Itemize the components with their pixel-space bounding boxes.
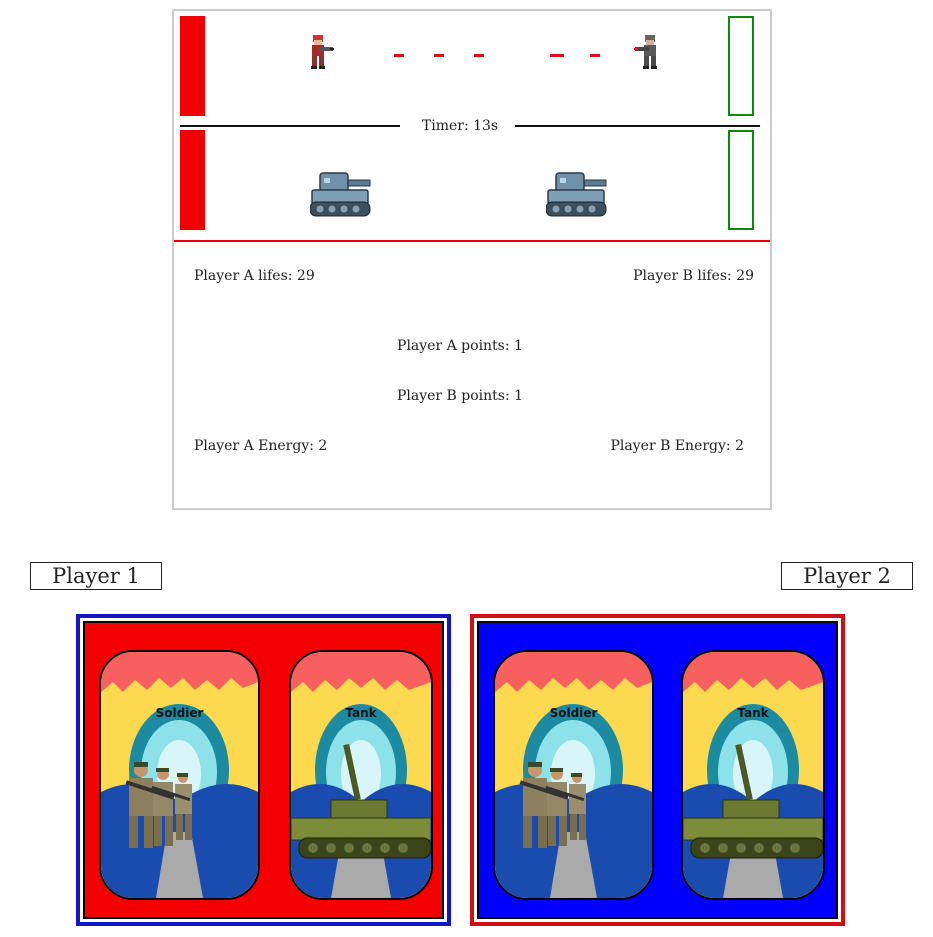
player-b-energy: Player B Energy: 2 (610, 438, 744, 454)
bullet (550, 54, 564, 57)
player-1-hand: Soldier Tank (76, 614, 451, 926)
board-separator (174, 240, 770, 242)
bullet (394, 54, 404, 57)
player-a-base (180, 130, 205, 230)
player-b-base (728, 130, 754, 230)
game-board: Timer: 13s Player A lifes: 29 Player B l… (172, 9, 772, 510)
tank-unit-a (310, 172, 371, 217)
vehicle-lane (180, 130, 766, 230)
soldier-card[interactable]: Soldier (493, 650, 654, 900)
player-a-points: Player A points: 1 (397, 338, 523, 354)
player-1-label: Player 1 (30, 562, 162, 590)
player-b-lifes: Player B lifes: 29 (633, 268, 754, 284)
player-b-points: Player B points: 1 (396, 388, 524, 404)
bullet (434, 54, 444, 57)
card-title: Tank (345, 706, 377, 720)
timer: Timer: 13s (174, 117, 746, 135)
soldier-card-art-icon (495, 652, 652, 898)
tank-card[interactable]: Tank (681, 650, 825, 900)
player-a-energy: Player A Energy: 2 (194, 438, 328, 454)
player-a-base (180, 16, 205, 116)
tank-unit-b (546, 172, 607, 217)
bullet (590, 54, 600, 57)
card-title: Soldier (155, 706, 204, 720)
infantry-lane (180, 16, 766, 116)
player-a-lifes: Player A lifes: 29 (194, 268, 315, 284)
soldier-unit-red (311, 35, 334, 69)
card-title: Tank (737, 706, 769, 720)
player-2-hand: Soldier Tank (470, 614, 845, 926)
soldier-card-art-icon (101, 652, 258, 898)
player-2-label: Player 2 (781, 562, 913, 590)
player-b-base (728, 16, 754, 116)
tank-card-art-icon (683, 652, 823, 898)
tank-card-art-icon (291, 652, 431, 898)
soldier-unit-grey (634, 35, 657, 69)
soldier-card[interactable]: Soldier (99, 650, 260, 900)
tank-card[interactable]: Tank (289, 650, 433, 900)
card-title: Soldier (549, 706, 598, 720)
timer-text: Timer: 13s (413, 118, 507, 134)
lane-divider (180, 125, 766, 127)
bullet (474, 54, 484, 57)
